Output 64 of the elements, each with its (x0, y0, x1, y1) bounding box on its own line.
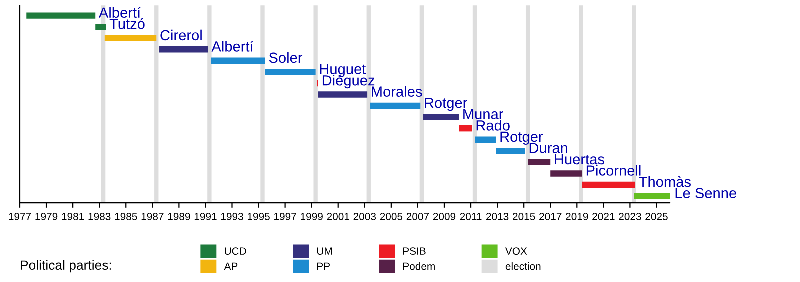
y-tick-label: Duran (530, 143, 568, 154)
x-tick-label: 2017 (540, 213, 562, 220)
x-tick-label: 2015 (513, 213, 536, 220)
legend-label: PSIB (403, 248, 426, 256)
legend-label: Podem (403, 262, 435, 270)
bar (423, 114, 460, 120)
legend-label: UCD (225, 248, 246, 256)
x-tick-label: 2001 (327, 213, 350, 220)
x-tick-label: 1999 (301, 213, 323, 220)
bar (528, 159, 551, 166)
y-tick-label: Cirerol (160, 30, 202, 41)
y-tick-label: Rotger (425, 98, 468, 112)
x-tick-label: 2009 (433, 213, 456, 220)
legend-label: UM (317, 248, 332, 256)
y-tick-label: Albertí (212, 40, 254, 52)
y-tick-label: Huertas (555, 154, 604, 165)
bar (459, 125, 472, 132)
x-tick-label: 2003 (354, 213, 376, 220)
x-tick-label: 2019 (566, 213, 588, 220)
legend-label: AP (224, 262, 238, 270)
x-tick-label: 2023 (619, 213, 642, 220)
x-tick-label: 1997 (274, 213, 296, 220)
x-tick-label: 1991 (194, 213, 217, 220)
x-tick-label: 1981 (62, 213, 84, 220)
y-tick-label: Rotger (500, 132, 544, 145)
x-tick-label: 2005 (380, 213, 403, 220)
legend-label: VOX (505, 248, 528, 256)
x-tick-label: 2013 (486, 213, 509, 220)
y-tick-label: Rado (476, 120, 510, 131)
x-tick-label: 1989 (168, 213, 190, 220)
y-tick-label: Morales (372, 86, 422, 97)
x-tick-label: 1987 (142, 213, 164, 220)
y-tick-label: Tutzó (110, 18, 145, 30)
x-tick-label: 1985 (115, 213, 138, 220)
x-tick-label: 2011 (460, 213, 482, 220)
x-tick-label: 1983 (88, 213, 111, 220)
bar (496, 148, 526, 154)
bar (159, 46, 208, 53)
y-tick-label: Le Senne (676, 188, 736, 198)
bar (370, 102, 421, 110)
x-tick-label: 2021 (592, 213, 615, 220)
bar (550, 170, 582, 177)
x-tick-label: 1979 (36, 213, 58, 220)
legend-label: election (506, 262, 541, 270)
x-tick-label: 2007 (406, 213, 430, 220)
y-tick-label: Picornell (586, 165, 641, 176)
x-tick-label: 1977 (9, 213, 32, 220)
legend-label: PP (318, 262, 330, 270)
y-tick-label: Munar (464, 109, 504, 120)
bar (26, 12, 96, 19)
bar (211, 58, 266, 64)
bar (96, 24, 106, 30)
bar (265, 69, 316, 76)
x-tick-label: 2025 (646, 213, 668, 220)
y-tick-label: Soler (269, 52, 303, 64)
x-tick-label: 1993 (221, 213, 244, 220)
bar (318, 92, 368, 98)
x-tick-label: 1995 (248, 213, 270, 220)
legend-title: Political parties: (21, 260, 112, 273)
bar (475, 136, 496, 143)
y-tick-label: Thomàs (639, 176, 691, 188)
y-tick-label: Albertí (98, 7, 142, 18)
bar (104, 35, 157, 42)
bar (582, 182, 636, 188)
